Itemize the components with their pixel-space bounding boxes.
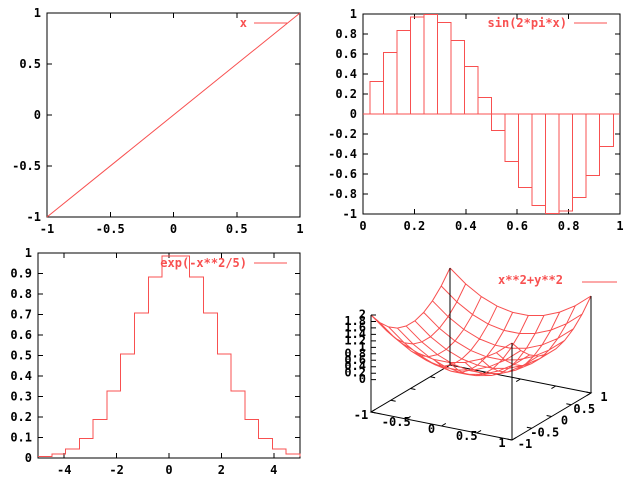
legend-gauss-steps: exp(-x**2/5) bbox=[160, 256, 247, 270]
svg-text:0.2: 0.2 bbox=[344, 366, 366, 380]
svg-text:0.5: 0.5 bbox=[10, 349, 32, 363]
series-gauss-steps bbox=[38, 255, 301, 458]
svg-text:1: 1 bbox=[34, 6, 41, 20]
svg-text:0.3: 0.3 bbox=[10, 390, 32, 404]
svg-text:0: 0 bbox=[170, 222, 177, 236]
svg-text:-0.6: -0.6 bbox=[328, 167, 357, 181]
svg-text:0.2: 0.2 bbox=[335, 87, 357, 101]
svg-text:1.4: 1.4 bbox=[344, 327, 366, 341]
svg-text:0.2: 0.2 bbox=[404, 219, 426, 233]
svg-text:2: 2 bbox=[218, 463, 225, 477]
svg-text:0.7: 0.7 bbox=[10, 308, 32, 322]
svg-text:-0.5: -0.5 bbox=[12, 159, 41, 173]
svg-text:0.8: 0.8 bbox=[344, 346, 366, 360]
svg-text:1: 1 bbox=[616, 219, 623, 233]
svg-text:-0.5: -0.5 bbox=[530, 425, 559, 439]
svg-text:0.5: 0.5 bbox=[573, 402, 595, 416]
tick-labels-paraboloid-surface: -1 -0.5 0 0.5 1 -1-0.500.5100.20.40.60.811.21… bbox=[344, 308, 607, 451]
svg-text:-4: -4 bbox=[57, 463, 71, 477]
svg-text:2: 2 bbox=[359, 308, 366, 322]
series-sine-boxes bbox=[363, 13, 620, 215]
svg-text:1: 1 bbox=[296, 222, 303, 236]
svg-text:0.4: 0.4 bbox=[344, 359, 366, 373]
axes-gauss-steps bbox=[37, 252, 301, 459]
plot-gauss-steps: -4 -2 0 2 4 0 0.1 0.2 0.3 0.4 0.5 0.6 0.7 0.8 0.9 1 bbox=[10, 246, 301, 477]
svg-text:4: 4 bbox=[270, 463, 277, 477]
svg-text:0.4: 0.4 bbox=[335, 67, 357, 81]
svg-text:0.9: 0.9 bbox=[10, 267, 32, 281]
svg-text:-1: -1 bbox=[27, 210, 41, 224]
svg-text:0.6: 0.6 bbox=[335, 47, 357, 61]
svg-text:0.5: 0.5 bbox=[19, 57, 41, 71]
svg-text:1: 1 bbox=[25, 246, 32, 260]
svg-text:-1: -1 bbox=[354, 408, 368, 422]
svg-text:-0.5: -0.5 bbox=[382, 415, 411, 429]
svg-text:-0.2: -0.2 bbox=[328, 127, 357, 141]
svg-text:1.2: 1.2 bbox=[344, 333, 366, 347]
svg-text:0.8: 0.8 bbox=[558, 219, 580, 233]
tick-labels-gauss-steps: -4 -2 0 2 4 0 0.1 0.2 0.3 0.4 0.5 0.6 0.7 0.8 0.9 1 bbox=[10, 246, 277, 477]
svg-text:0: 0 bbox=[359, 372, 366, 386]
svg-text:1: 1 bbox=[359, 340, 366, 354]
svg-text:0.5: 0.5 bbox=[456, 429, 478, 443]
plot-paraboloid-surface: -1 -0.5 0 0.5 1 -1-0.500.5100.20.40.60.811.21… bbox=[344, 267, 617, 451]
svg-text:0.8: 0.8 bbox=[10, 287, 32, 301]
svg-text:0: 0 bbox=[359, 219, 366, 233]
svg-text:1: 1 bbox=[350, 7, 357, 21]
series-linear bbox=[46, 12, 301, 218]
svg-text:0: 0 bbox=[34, 108, 41, 122]
corner-pillars-paraboloid-surface bbox=[370, 268, 592, 440]
svg-text:-2: -2 bbox=[109, 463, 123, 477]
svg-text:0.1: 0.1 bbox=[10, 431, 32, 445]
svg-text:0.6: 0.6 bbox=[10, 328, 32, 342]
svg-text:0.4: 0.4 bbox=[10, 369, 32, 383]
axes-linear bbox=[46, 12, 301, 218]
svg-text:1.6: 1.6 bbox=[344, 320, 366, 334]
legend-linear: x bbox=[239, 16, 247, 30]
legend-paraboloid: x**2+y**2 bbox=[497, 273, 563, 287]
surface-mesh-paraboloid-surface bbox=[370, 267, 592, 377]
tick-labels-sine-boxes: 0 0.2 0.4 0.6 0.8 1 -1 -0.8 -0.6 -0.4 -0.2 0 0.2 0.4 0… bbox=[328, 7, 624, 233]
svg-text:1: 1 bbox=[498, 436, 505, 450]
svg-text:0: 0 bbox=[165, 463, 172, 477]
plot-linear: -1 -0.5 0 0.5 1 -1 -0.5 0 0.5 1 bbox=[12, 6, 304, 236]
svg-text:0.6: 0.6 bbox=[506, 219, 528, 233]
svg-text:0.4: 0.4 bbox=[455, 219, 477, 233]
svg-text:-0.5: -0.5 bbox=[96, 222, 125, 236]
svg-text:1: 1 bbox=[600, 390, 607, 404]
svg-text:0.6: 0.6 bbox=[344, 353, 366, 367]
tick-labels-linear: -1 -0.5 0 0.5 1 -1 -0.5 0 0.5 1 bbox=[12, 6, 304, 236]
svg-text:-1: -1 bbox=[518, 437, 532, 451]
svg-text:-0.4: -0.4 bbox=[328, 147, 357, 161]
svg-text:-1: -1 bbox=[343, 207, 357, 221]
svg-text:-0.8: -0.8 bbox=[328, 187, 357, 201]
svg-text:0.2: 0.2 bbox=[10, 410, 32, 424]
legend-sine-boxes: sin(2*pi*x) bbox=[487, 16, 567, 30]
svg-text:-1: -1 bbox=[40, 222, 54, 236]
svg-text:0: 0 bbox=[25, 451, 32, 465]
svg-text:1.8: 1.8 bbox=[344, 314, 366, 328]
plot-sine-boxes: 0 0.2 0.4 0.6 0.8 1 -1 -0.8 -0.6 -0.4 -0.2 0 0.2 0.4 0… bbox=[328, 7, 624, 233]
svg-text:0: 0 bbox=[428, 422, 435, 436]
svg-text:0: 0 bbox=[561, 414, 568, 428]
svg-text:0.8: 0.8 bbox=[335, 27, 357, 41]
svg-text:0.5: 0.5 bbox=[226, 222, 248, 236]
svg-text:0: 0 bbox=[350, 107, 357, 121]
